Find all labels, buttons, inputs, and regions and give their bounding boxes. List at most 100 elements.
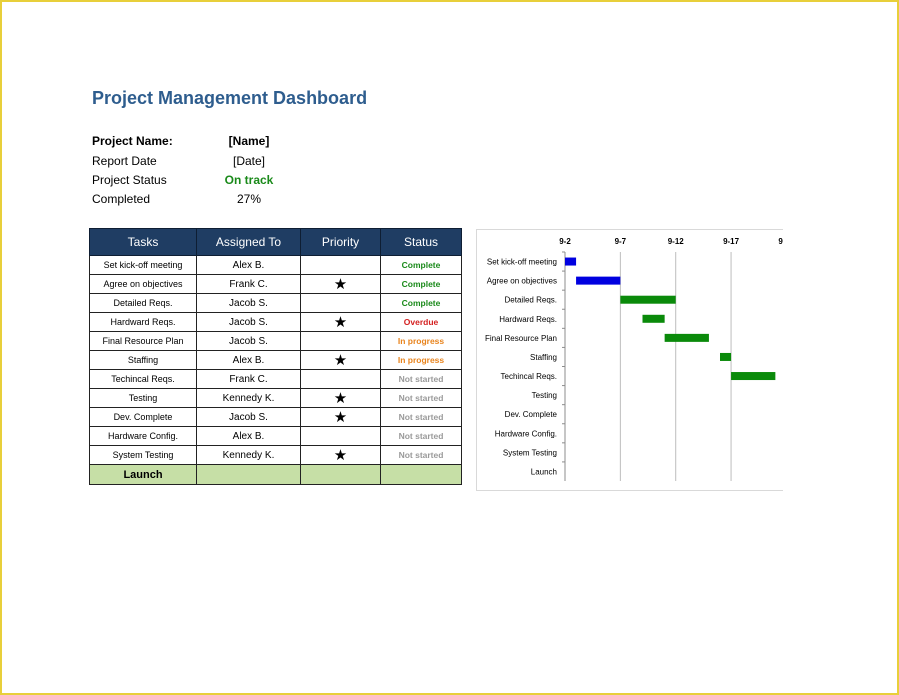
- table-row: System Testing Kennedy K. ★ Not started: [89, 445, 462, 465]
- status-cell: Not started: [380, 369, 462, 389]
- table-row: Agree on objectives Frank C. ★ Complete: [89, 274, 462, 294]
- table-row: Detailed Reqs. Jacob S. Complete: [89, 293, 462, 313]
- gantt-task-label: Hardware Config.: [495, 429, 557, 438]
- task-cell: Testing: [89, 388, 197, 408]
- project-name-label: Project Name:: [92, 134, 173, 148]
- launch-empty-cell: [380, 464, 462, 485]
- assigned-cell: Alex B.: [196, 350, 301, 370]
- gantt-tick-label: 9-17: [723, 237, 740, 246]
- assigned-cell: Kennedy K.: [196, 445, 301, 465]
- status-cell: In progress: [380, 331, 462, 351]
- gantt-tick-label: 9-12: [668, 237, 685, 246]
- report-date-label: Report Date: [92, 154, 157, 168]
- status-cell: Not started: [380, 407, 462, 427]
- assigned-cell: Frank C.: [196, 274, 301, 294]
- gantt-tick-label: 9-2: [559, 237, 571, 246]
- status-cell: In progress: [380, 350, 462, 370]
- gantt-task-label: System Testing: [503, 448, 557, 457]
- task-cell: Dev. Complete: [89, 407, 197, 427]
- priority-star-icon: ★: [333, 446, 348, 464]
- table-header-row: Tasks Assigned To Priority Status: [89, 228, 462, 256]
- header-status: Status: [380, 228, 462, 256]
- task-cell: Staffing: [89, 350, 197, 370]
- task-cell: Detailed Reqs.: [89, 293, 197, 313]
- task-cell: Agree on objectives: [89, 274, 197, 294]
- assigned-cell: Alex B.: [196, 255, 301, 275]
- task-cell: Hardward Reqs.: [89, 312, 197, 332]
- completed-value: 27%: [236, 192, 262, 206]
- gantt-bar: [664, 333, 709, 342]
- gantt-chart-svg: 9-2 9-7 9-12 9-17 9-22 Set kick-off meeting Ag…: [485, 237, 783, 481]
- page-title: Project Management Dashboard: [92, 88, 368, 108]
- completed-row: Completed 27%: [92, 192, 312, 211]
- gantt-task-label: Dev. Complete: [505, 410, 558, 419]
- priority-cell: ★: [300, 312, 381, 332]
- assigned-cell: Jacob S.: [196, 312, 301, 332]
- gantt-bar: [720, 352, 732, 361]
- priority-star-icon: ★: [333, 351, 348, 369]
- project-status-label: Project Status: [92, 173, 167, 187]
- status-cell: Complete: [380, 293, 462, 313]
- task-cell: Hardware Config.: [89, 426, 197, 446]
- report-date-value: [Date]: [232, 154, 265, 168]
- status-cell: Not started: [380, 445, 462, 465]
- status-cell: Not started: [380, 426, 462, 446]
- assigned-cell: Jacob S.: [196, 293, 301, 313]
- project-name-value: [Name]: [228, 134, 270, 148]
- gantt-task-label: Techincal Reqs.: [501, 372, 557, 381]
- gantt-task-label: Launch: [531, 467, 557, 476]
- priority-star-icon: ★: [333, 275, 348, 293]
- assigned-cell: Jacob S.: [196, 331, 301, 351]
- tasks-table: Tasks Assigned To Priority Status Set ki…: [89, 228, 462, 485]
- priority-cell: [300, 331, 381, 351]
- gantt-tick-label: 9-7: [615, 237, 627, 246]
- header-tasks: Tasks: [89, 228, 197, 256]
- assigned-cell: Frank C.: [196, 369, 301, 389]
- priority-cell: [300, 293, 381, 313]
- gantt-task-label: Agree on objectives: [487, 277, 557, 286]
- status-cell: Not started: [380, 388, 462, 408]
- gantt-chart: 9-2 9-7 9-12 9-17 9-22 Set kick-off meeting Ag…: [476, 229, 783, 491]
- gantt-bar: [731, 372, 776, 381]
- project-name-row: Project Name: [Name]: [92, 134, 312, 153]
- gantt-task-label: Staffing: [530, 353, 557, 362]
- gantt-task-label: Testing: [532, 391, 557, 400]
- gantt-bar: [565, 257, 577, 266]
- launch-empty-cell: [196, 464, 301, 485]
- task-cell: System Testing: [89, 445, 197, 465]
- gantt-bar: [642, 314, 665, 323]
- launch-cell: Launch: [89, 464, 197, 485]
- task-cell: Techincal Reqs.: [89, 369, 197, 389]
- header-priority: Priority: [300, 228, 381, 256]
- table-row: Dev. Complete Jacob S. ★ Not started: [89, 407, 462, 427]
- table-row: Final Resource Plan Jacob S. In progress: [89, 331, 462, 351]
- task-cell: Final Resource Plan: [89, 331, 197, 351]
- header-assigned-to: Assigned To: [196, 228, 301, 256]
- assigned-cell: Jacob S.: [196, 407, 301, 427]
- gantt-tick-label: 9-22: [778, 237, 783, 246]
- priority-cell: [300, 255, 381, 275]
- status-cell: Complete: [380, 255, 462, 275]
- table-row: Techincal Reqs. Frank C. Not started: [89, 369, 462, 389]
- gantt-task-label: Detailed Reqs.: [505, 296, 557, 305]
- table-row: Set kick-off meeting Alex B. Complete: [89, 255, 462, 275]
- report-date-row: Report Date [Date]: [92, 154, 312, 173]
- completed-label: Completed: [92, 192, 151, 206]
- gantt-bar: [576, 276, 621, 285]
- priority-cell: [300, 426, 381, 446]
- launch-row: Launch: [89, 464, 462, 485]
- gantt-task-label: Set kick-off meeting: [487, 258, 557, 267]
- gantt-task-label: Final Resource Plan: [485, 334, 557, 343]
- priority-star-icon: ★: [333, 389, 348, 407]
- project-status-row: Project Status On track: [92, 173, 312, 192]
- table-row: Testing Kennedy K. ★ Not started: [89, 388, 462, 408]
- assigned-cell: Alex B.: [196, 426, 301, 446]
- table-row: Hardware Config. Alex B. Not started: [89, 426, 462, 446]
- assigned-cell: Kennedy K.: [196, 388, 301, 408]
- priority-cell: ★: [300, 274, 381, 294]
- status-cell: Complete: [380, 274, 462, 294]
- priority-cell: ★: [300, 350, 381, 370]
- gantt-task-label: Hardward Reqs.: [499, 315, 557, 324]
- table-row: Staffing Alex B. ★ In progress: [89, 350, 462, 370]
- priority-cell: ★: [300, 407, 381, 427]
